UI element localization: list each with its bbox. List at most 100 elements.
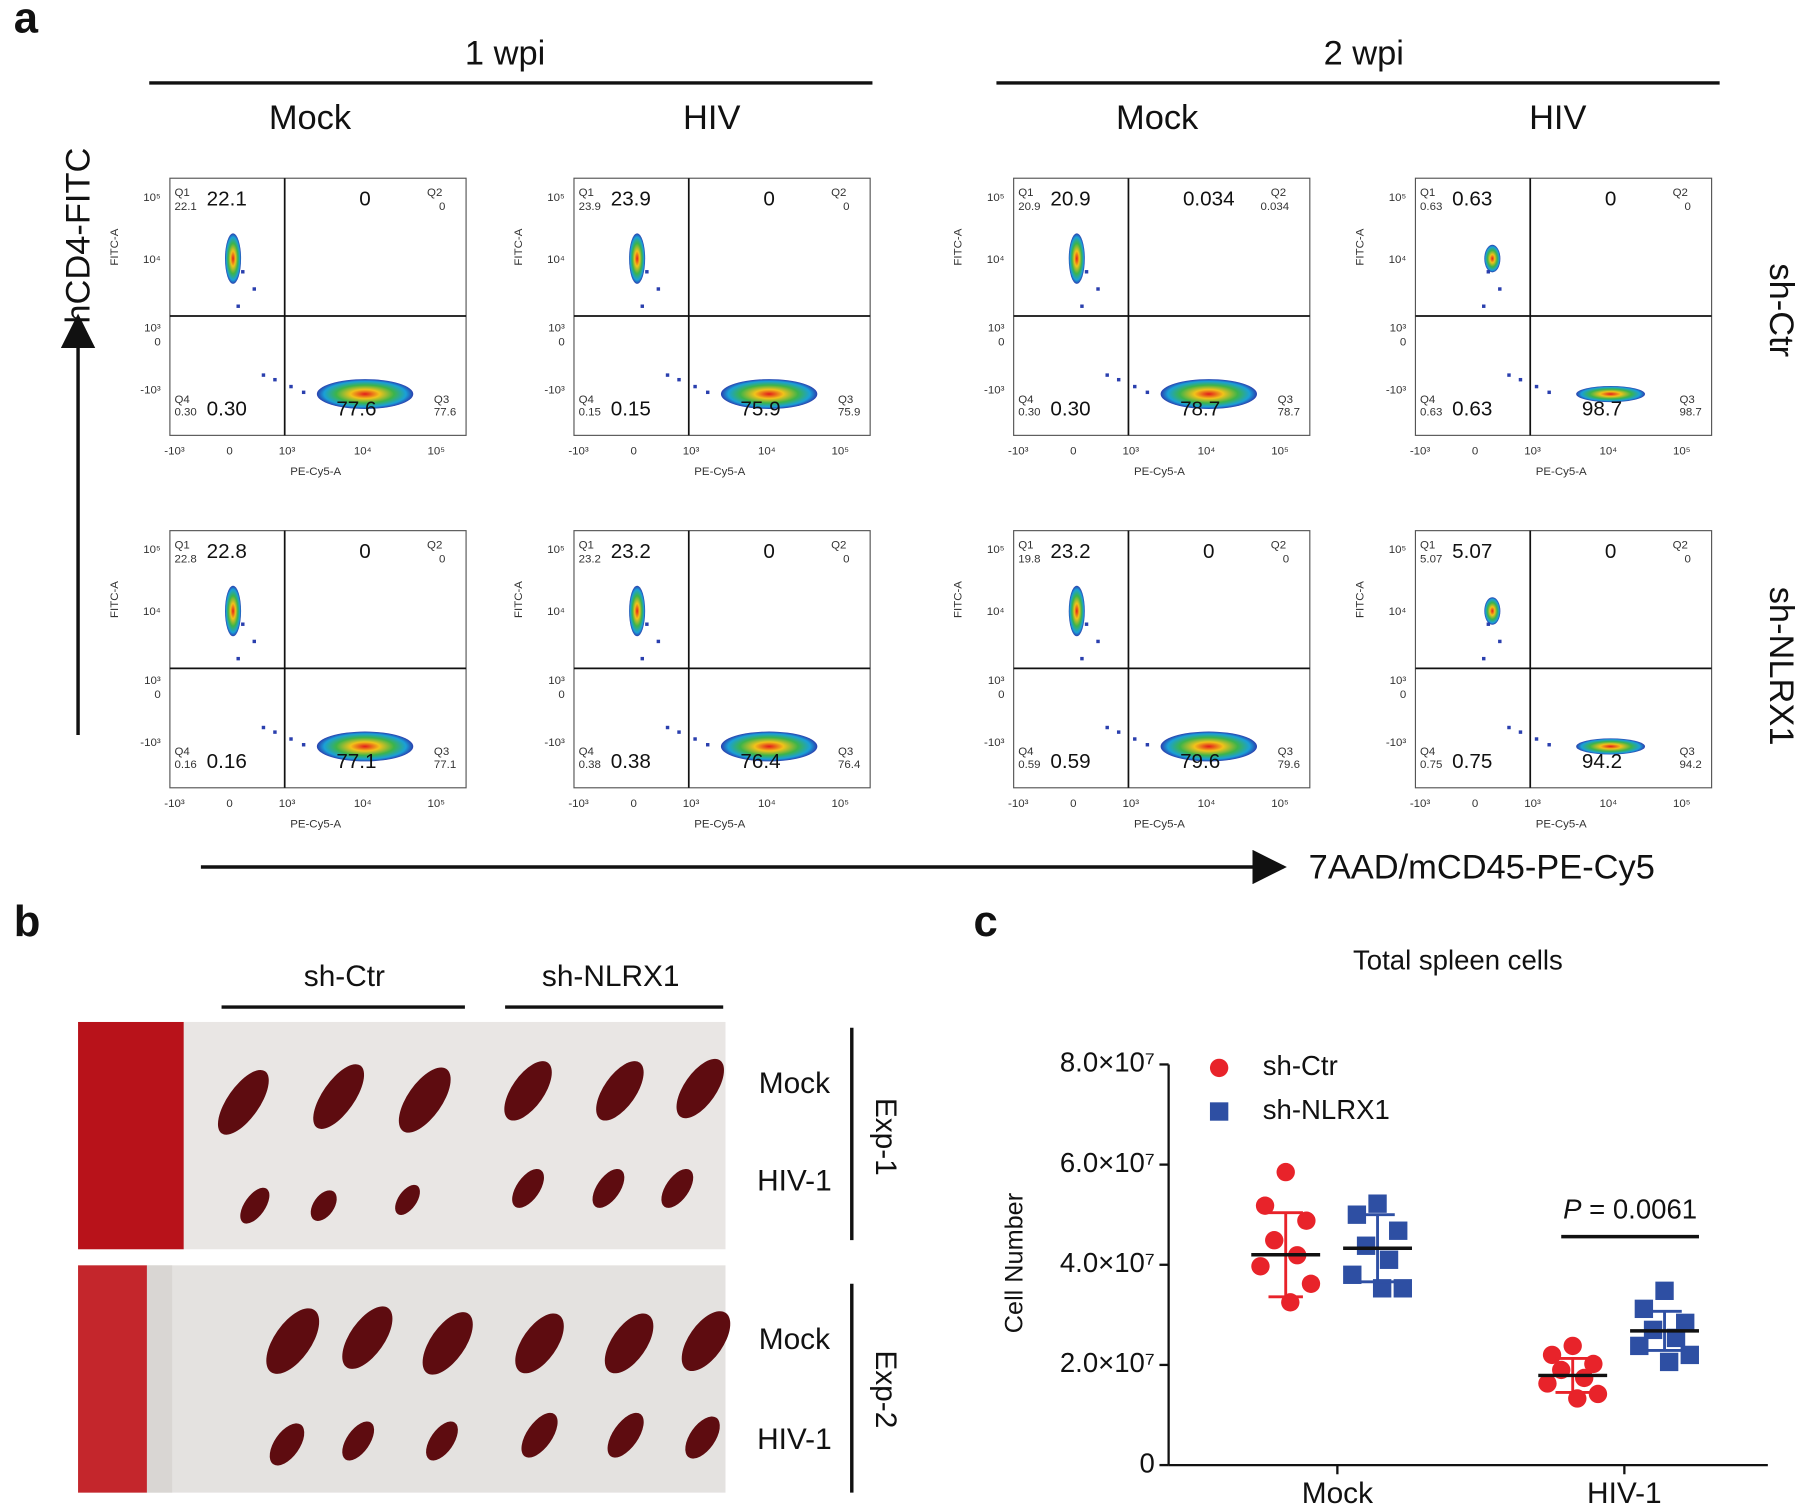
y-tick-label: -10³	[140, 737, 161, 749]
cell-cloud	[316, 731, 414, 762]
plot-frame	[573, 530, 871, 789]
quadrant-value: 0.63	[1420, 201, 1442, 213]
cell-dot	[1482, 304, 1486, 308]
chart: 0 2.0×10⁷ 4.0×10⁷ 6.0×10⁷ 8.0×10⁷ Mock HIV-1 sh…	[1060, 1047, 1768, 1509]
cell-cloud	[720, 379, 818, 409]
quadrant-percent: 0	[1605, 540, 1617, 563]
quadrant-name: Q2	[1271, 540, 1286, 552]
y-tick-label: 0	[558, 336, 564, 348]
cell-dot	[1133, 737, 1137, 741]
quadrant-percent: 0.63	[1452, 398, 1492, 421]
cell-dot	[252, 639, 256, 644]
quadrant-name: Q4	[1420, 394, 1436, 406]
cell-dot	[640, 656, 645, 661]
quadrant-value: 0	[439, 553, 445, 565]
cell-dot	[301, 390, 306, 395]
x-tick-label: 10⁵	[427, 798, 445, 810]
cell-dot	[1116, 377, 1121, 382]
spleen	[676, 1058, 724, 1119]
flow-plots: 10⁵ 10⁴ 10³ 0 -10³ -10³ 0 10³ 10⁴ 10⁵ FITC-A PE-Cy5…	[109, 177, 1713, 831]
quadrant-name: Q1	[1018, 187, 1033, 199]
chart-title: Total spleen cells	[1353, 945, 1563, 976]
row-label: sh-NLRX1	[1762, 587, 1800, 746]
data-point	[1301, 1274, 1321, 1293]
data-point	[1255, 1196, 1275, 1215]
data-point	[1680, 1345, 1699, 1365]
quadrant-percent: 98.7	[1582, 398, 1622, 421]
plot-frame	[1414, 177, 1713, 436]
x-tick-label: 10⁵	[832, 445, 850, 457]
group-label: 1 wpi	[465, 34, 545, 72]
x-tick-label: 10⁴	[758, 445, 776, 457]
cell-dot	[665, 373, 670, 377]
x-tick-label: 10³	[1122, 798, 1139, 810]
x-tick-label: 10³	[279, 445, 296, 457]
cell-cloud	[1068, 585, 1085, 637]
quadrant-value: 0.38	[579, 759, 601, 771]
spleen	[310, 1190, 337, 1221]
quadrant-percent: 0.30	[207, 398, 247, 421]
legend-marker	[1209, 1058, 1229, 1078]
plot-frame	[1013, 530, 1311, 789]
quadrant-value: 23.9	[579, 201, 601, 213]
cell-dot	[241, 270, 245, 274]
y-tick-label: 10⁴	[547, 606, 565, 618]
y-tick-label: -10³	[140, 385, 161, 397]
data-point	[1347, 1205, 1367, 1224]
panel-letter: c	[973, 898, 997, 946]
x-tick-label: 10⁴	[1599, 445, 1617, 457]
data-point	[1676, 1313, 1695, 1333]
spleen	[269, 1423, 305, 1466]
data-point	[1265, 1231, 1284, 1250]
x-tick-label: 10³	[1122, 445, 1139, 457]
quadrant-name: Q3	[1278, 394, 1293, 406]
cell-dot	[1105, 373, 1109, 377]
condition-label: Mock	[1116, 99, 1199, 137]
quadrant-percent: 22.8	[207, 540, 247, 563]
annotation-italic: P	[1563, 1194, 1582, 1225]
quadrant-value: 0	[843, 201, 849, 213]
quadrant-name: Q4	[1018, 394, 1034, 406]
axis-label: PE-Cy5-A	[1134, 819, 1185, 831]
cell-dot	[1145, 390, 1150, 395]
cell-dot	[1498, 639, 1502, 644]
spleen	[313, 1064, 365, 1129]
x-tick-label: -10³	[1410, 445, 1431, 457]
cell-dot	[677, 730, 681, 734]
cell-dot	[261, 373, 266, 377]
quadrant-percent: 77.1	[336, 750, 376, 773]
y-tick-label: 10⁴	[987, 254, 1005, 266]
row-label: HIV-1	[757, 1165, 832, 1198]
axis-label: FITC-A	[513, 228, 525, 265]
quadrant-name: Q1	[174, 187, 189, 199]
axis-label: FITC-A	[109, 581, 121, 618]
quadrant-name: Q4	[579, 746, 595, 758]
y-tick-label: 0	[154, 336, 160, 348]
x-tick-label: 0	[1472, 445, 1478, 457]
quadrant-percent: 76.4	[740, 750, 780, 773]
cell-dot	[705, 743, 710, 747]
x-tick-label: 10³	[683, 798, 700, 810]
cell-dot	[1547, 390, 1551, 395]
data-point	[1343, 1265, 1362, 1284]
row-label: Mock	[759, 1323, 830, 1356]
quadrant-percent: 23.2	[1050, 540, 1090, 563]
cell-dot	[273, 730, 277, 734]
y-tick-label: 10⁴	[547, 254, 565, 266]
x-tick-label: 10⁴	[1198, 445, 1216, 457]
cell-dot	[289, 384, 293, 389]
x-tick-label: 10³	[1524, 798, 1541, 810]
quadrant-name: Q3	[1278, 746, 1293, 758]
x-tick-label: -10³	[1008, 798, 1029, 810]
quadrant-value: 0	[1283, 553, 1289, 565]
y-tick-label: 0	[1140, 1447, 1155, 1478]
exp-label: Exp-1	[869, 1098, 902, 1176]
y-tick-label: 10⁵	[547, 544, 565, 556]
y-tick-label: 4.0×10⁷	[1060, 1247, 1155, 1278]
quadrant-value: 94.2	[1679, 759, 1701, 771]
x-tick-label: 10⁴	[758, 798, 776, 810]
axis-label: PE-Cy5-A	[1134, 466, 1185, 478]
data-point	[1251, 1257, 1270, 1276]
cell-dot	[301, 743, 306, 747]
legend-label: sh-NLRX1	[1263, 1094, 1390, 1125]
